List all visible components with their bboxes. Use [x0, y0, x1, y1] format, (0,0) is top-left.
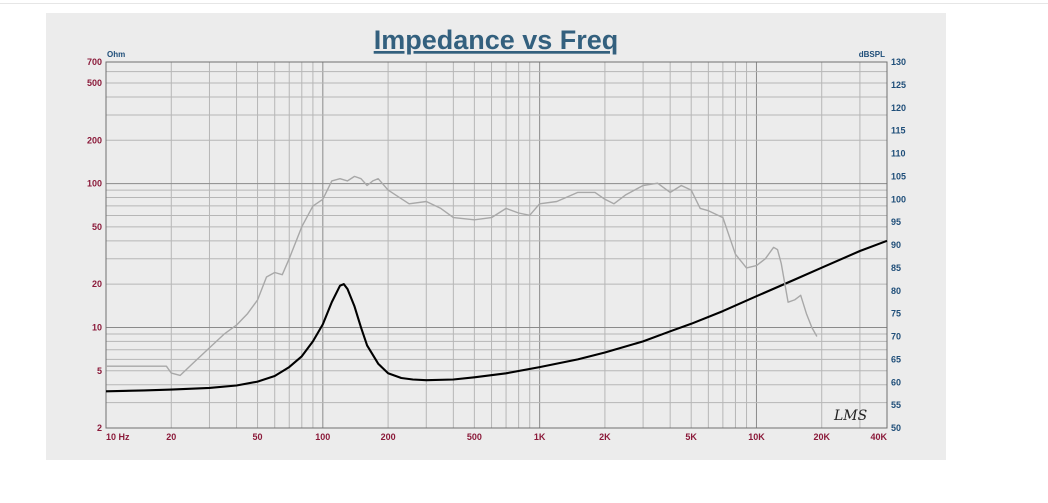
- x-tick-label: 40K: [870, 432, 887, 442]
- y-right-tick-label: 125: [891, 80, 906, 90]
- y-left-tick-label: 20: [92, 279, 102, 289]
- x-tick-label: 50: [253, 432, 263, 442]
- y-left-tick-label: 500: [87, 78, 102, 88]
- y-left-tick-label: 10: [92, 322, 102, 332]
- x-tick-label: 2K: [599, 432, 611, 442]
- y-right-tick-label: 120: [891, 103, 906, 113]
- spl-response-line: [106, 175, 818, 377]
- y-left-tick-label: 700: [87, 57, 102, 67]
- y-right-tick-label: 65: [891, 354, 901, 364]
- y-right-tick-label: 110: [891, 149, 906, 159]
- x-tick-label: 200: [381, 432, 396, 442]
- y-right-tick-label: 100: [891, 194, 906, 204]
- y-right-tick-label: 95: [891, 217, 901, 227]
- y-right-tick-label: 90: [891, 240, 901, 250]
- x-tick-label: 500: [467, 432, 482, 442]
- y-right-tick-label: 75: [891, 309, 901, 319]
- plot-frame: [105, 61, 888, 429]
- x-tick-label: 20K: [813, 432, 830, 442]
- x-tick-label: 10 Hz: [106, 432, 130, 442]
- y-right-tick-label: 85: [891, 263, 901, 273]
- lms-logo: LMS: [833, 408, 867, 424]
- x-tick-label: 100: [315, 432, 330, 442]
- tick-labels: 10 Hz 20 50 100 200 500 1K 2K 5K 10K 20K 40K 2 5 10 20 5…: [87, 57, 906, 442]
- x-tick-label: 5K: [685, 432, 697, 442]
- y-left-tick-label: 50: [92, 222, 102, 232]
- y-left-unit-label: Ohm: [107, 50, 125, 59]
- chart-title: Impedance vs Freq: [374, 25, 619, 55]
- chart-panel: Impedance vs Freq 10 Hz 20 50 100 200 500 1K 2K…: [46, 13, 946, 460]
- y-left-tick-label: 5: [97, 366, 102, 376]
- chart-canvas: Impedance vs Freq 10 Hz 20 50 100 200 500 1K 2K…: [87, 25, 906, 442]
- y-right-tick-label: 50: [891, 423, 901, 433]
- y-left-tick-label: 200: [87, 135, 102, 145]
- y-right-tick-label: 80: [891, 286, 901, 296]
- x-tick-label: 10K: [748, 432, 765, 442]
- y-left-tick-label: 100: [87, 179, 102, 189]
- top-rule: [0, 3, 1048, 4]
- y-left-tick-label: 2: [97, 423, 102, 433]
- y-right-tick-label: 60: [891, 377, 901, 387]
- x-tick-label: 1K: [534, 432, 546, 442]
- impedance-line: [105, 239, 888, 393]
- series-layer: [105, 175, 888, 393]
- y-right-tick-label: 130: [891, 57, 906, 67]
- y-right-unit-label: dBSPL: [859, 50, 885, 59]
- y-right-tick-label: 115: [891, 126, 906, 136]
- x-tick-label: 20: [166, 432, 176, 442]
- y-right-tick-label: 55: [891, 400, 901, 410]
- y-right-tick-label: 105: [891, 171, 906, 181]
- grid: [106, 62, 887, 428]
- y-right-tick-label: 70: [891, 332, 901, 342]
